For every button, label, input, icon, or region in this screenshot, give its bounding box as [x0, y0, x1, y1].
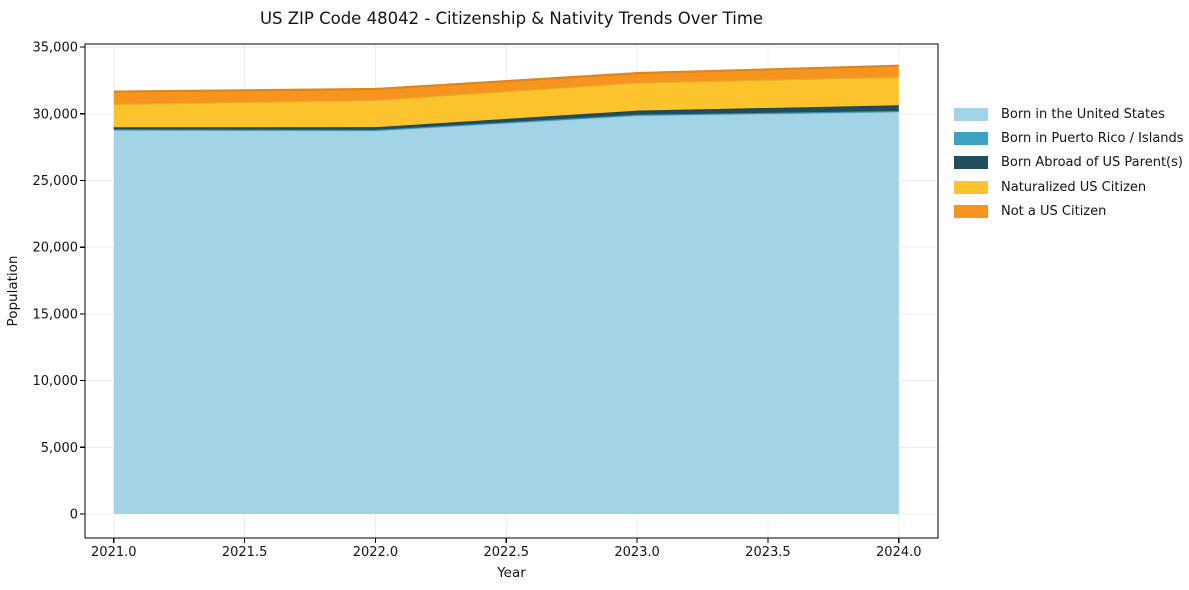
- y-tick-label: 30,000: [33, 107, 79, 122]
- legend-label: Naturalized US Citizen: [1001, 179, 1147, 195]
- legend-swatch: [954, 205, 988, 219]
- x-tick-label: 2022.0: [353, 545, 399, 560]
- area-0: [113, 111, 899, 514]
- y-tick-label: 5,000: [41, 441, 78, 456]
- y-tick-label: 0: [70, 507, 78, 522]
- legend-item: Born in the United States: [954, 102, 1184, 126]
- x-tick-label: 2023.0: [614, 545, 660, 560]
- legend-label: Born Abroad of US Parent(s): [1001, 155, 1183, 171]
- y-axis-label: Population: [5, 256, 21, 327]
- y-tick-label: 10,000: [33, 374, 79, 389]
- legend-item: Born in Puerto Rico / Islands: [954, 126, 1184, 150]
- legend-swatch: [954, 132, 988, 146]
- legend: Born in the United States Born in Puerto …: [954, 102, 1184, 224]
- plot-frame: [84, 43, 939, 539]
- x-tick-label: 2021.0: [91, 545, 137, 560]
- legend-swatch: [954, 180, 988, 194]
- chart-title: US ZIP Code 48042 - Citizenship & Nativi…: [259, 9, 764, 28]
- area-2: [113, 105, 899, 130]
- y-tick-label: 25,000: [33, 174, 79, 189]
- legend-label: Born in the United States: [1001, 106, 1165, 122]
- y-tick-label: 15,000: [33, 307, 79, 322]
- area-4: [113, 65, 899, 104]
- x-tick-label: 2021.5: [222, 545, 268, 560]
- legend-item: Not a US Citizen: [954, 200, 1184, 224]
- y-tick-label: 20,000: [33, 241, 79, 256]
- x-tick-label: 2023.5: [745, 545, 791, 560]
- x-tick-label: 2022.5: [484, 545, 530, 560]
- legend-item: Naturalized US Citizen: [954, 175, 1184, 199]
- y-tick-label: 35,000: [33, 41, 79, 56]
- legend-item: Born Abroad of US Parent(s): [954, 151, 1184, 175]
- area-3: [113, 76, 899, 128]
- x-axis-label: Year: [496, 565, 526, 581]
- legend-label: Not a US Citizen: [1001, 204, 1107, 220]
- area-edge-4: [113, 64, 899, 93]
- legend-swatch: [954, 156, 988, 170]
- x-tick-label: 2024.0: [876, 545, 922, 560]
- legend-label: Born in Puerto Rico / Islands: [1001, 131, 1184, 147]
- legend-swatch: [954, 107, 988, 121]
